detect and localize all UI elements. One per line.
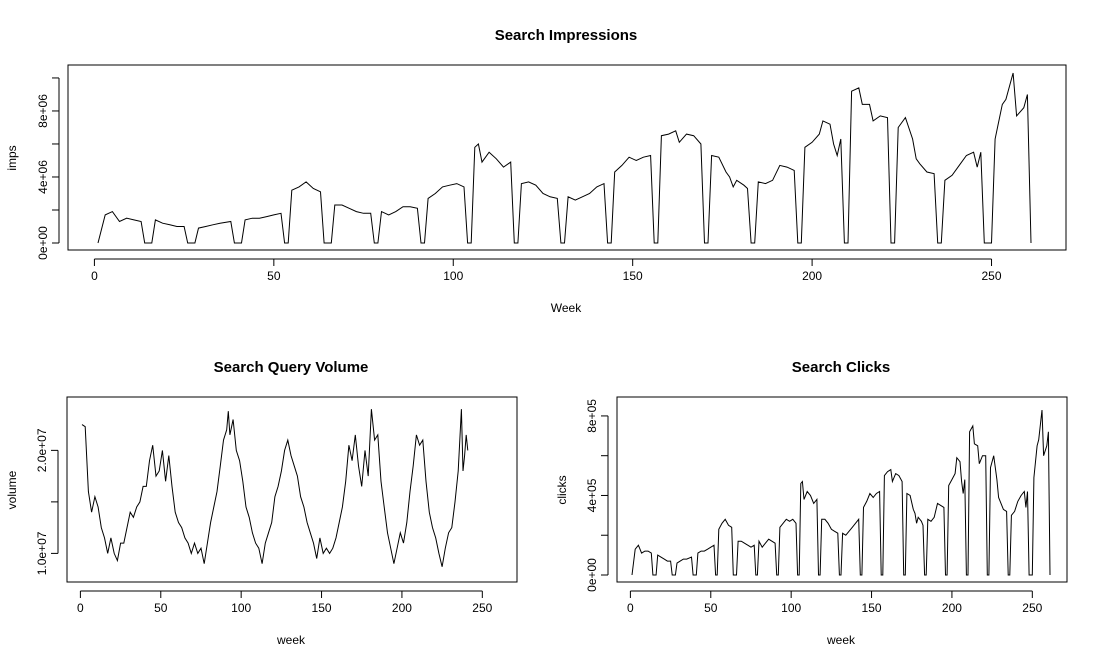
y-axis-label: clicks [555, 475, 569, 504]
x-tick-label: 0 [77, 601, 84, 615]
x-tick-label: 0 [627, 601, 634, 615]
x-tick-label: 100 [781, 601, 801, 615]
x-tick-label: 150 [623, 269, 643, 283]
series-line-imps [97, 72, 1032, 244]
x-tick-label: 150 [312, 601, 332, 615]
chart-panel-clicks: Search Clicks 0 50 100 150 200 250 0e+00 4e+05… [555, 359, 1068, 647]
y-tick-label: 8e+06 [36, 94, 50, 128]
y-tick-label: 2.0e+07 [35, 428, 49, 472]
chart-title: Search Impressions [495, 27, 638, 44]
plot-frame [616, 396, 1068, 583]
y-tick-label: 4e+05 [585, 478, 599, 512]
plot-frame [66, 396, 518, 583]
x-tick-label: 50 [267, 269, 281, 283]
x-tick-label: 250 [982, 269, 1002, 283]
x-tick-label: 200 [942, 601, 962, 615]
x-axis-label: week [826, 633, 856, 647]
x-tick-label: 250 [1022, 601, 1042, 615]
series-line-volume [81, 409, 469, 567]
x-tick-label: 200 [802, 269, 822, 283]
series-line-clicks [631, 409, 1051, 576]
chart-panel-impressions: Search Impressions 0 50 100 150 200 250 0e+00… [5, 27, 1067, 315]
y-tick-label: 0e+00 [585, 558, 599, 592]
x-axis-label: week [276, 633, 306, 647]
chart-title: Search Query Volume [214, 359, 369, 376]
y-axis-label: volume [5, 470, 19, 509]
x-tick-label: 150 [862, 601, 882, 615]
y-tick-label: 1.0e+07 [35, 531, 49, 575]
x-axis-label: Week [551, 301, 582, 315]
x-tick-label: 100 [443, 269, 463, 283]
chart-panel-volume: Search Query Volume 0 50 100 150 200 250 1.0e… [5, 359, 518, 647]
x-tick-label: 200 [392, 601, 412, 615]
y-tick-label: 4e+06 [36, 160, 50, 194]
x-tick-label: 50 [154, 601, 168, 615]
y-axis-label: imps [5, 145, 19, 170]
plot-frame [67, 64, 1067, 251]
x-tick-label: 100 [231, 601, 251, 615]
x-tick-label: 0 [91, 269, 98, 283]
x-tick-label: 50 [704, 601, 718, 615]
y-tick-label: 0e+00 [36, 226, 50, 260]
y-tick-label: 8e+05 [585, 399, 599, 433]
x-tick-label: 250 [472, 601, 492, 615]
chart-title: Search Clicks [792, 359, 890, 376]
